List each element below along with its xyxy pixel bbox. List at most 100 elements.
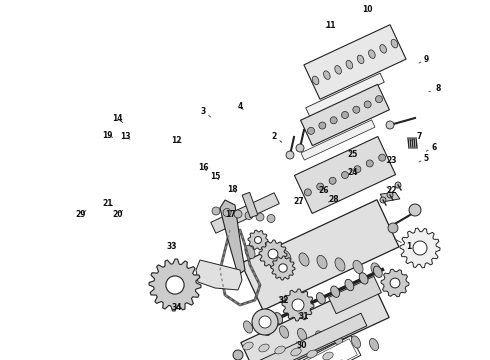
Circle shape	[252, 309, 278, 335]
Text: 21: 21	[102, 199, 113, 208]
Text: 5: 5	[419, 154, 429, 163]
Text: 1: 1	[394, 239, 412, 251]
Circle shape	[379, 154, 386, 161]
Polygon shape	[294, 136, 395, 213]
Ellipse shape	[317, 255, 327, 269]
Ellipse shape	[259, 344, 269, 352]
Text: 18: 18	[227, 184, 238, 194]
Polygon shape	[306, 73, 384, 117]
Ellipse shape	[244, 321, 252, 333]
Ellipse shape	[281, 250, 291, 264]
Circle shape	[390, 278, 400, 288]
Circle shape	[308, 127, 315, 134]
Ellipse shape	[299, 253, 309, 266]
Circle shape	[364, 101, 371, 108]
Text: 17: 17	[225, 210, 236, 219]
Polygon shape	[328, 276, 381, 314]
Text: 29: 29	[75, 210, 86, 219]
Circle shape	[304, 189, 311, 196]
Ellipse shape	[323, 352, 333, 360]
Polygon shape	[300, 84, 390, 146]
Circle shape	[296, 144, 304, 152]
Polygon shape	[380, 193, 400, 202]
Circle shape	[166, 276, 184, 294]
Circle shape	[245, 211, 253, 220]
Text: 9: 9	[419, 55, 429, 64]
Circle shape	[279, 264, 287, 272]
Polygon shape	[241, 200, 399, 310]
Ellipse shape	[357, 55, 364, 64]
Polygon shape	[301, 120, 375, 160]
Ellipse shape	[335, 66, 342, 74]
Circle shape	[256, 213, 264, 221]
Polygon shape	[211, 193, 279, 233]
Circle shape	[395, 182, 401, 188]
Text: 33: 33	[166, 242, 177, 251]
Circle shape	[330, 117, 337, 124]
Ellipse shape	[334, 333, 343, 346]
Circle shape	[375, 96, 383, 103]
Text: 27: 27	[294, 197, 304, 206]
Ellipse shape	[323, 71, 330, 80]
Circle shape	[254, 237, 262, 243]
Ellipse shape	[369, 338, 379, 351]
Polygon shape	[400, 228, 440, 268]
Text: 14: 14	[112, 114, 123, 123]
Circle shape	[293, 300, 304, 311]
Text: 15: 15	[210, 172, 221, 181]
Text: 28: 28	[328, 195, 339, 204]
Text: 25: 25	[347, 150, 358, 159]
Text: 34: 34	[171, 303, 182, 312]
Text: 4: 4	[238, 102, 243, 111]
Ellipse shape	[263, 248, 273, 261]
Text: 16: 16	[198, 163, 209, 172]
Circle shape	[292, 299, 304, 311]
Ellipse shape	[288, 306, 297, 317]
Ellipse shape	[317, 293, 325, 304]
Ellipse shape	[346, 60, 353, 69]
Polygon shape	[235, 336, 361, 360]
Ellipse shape	[331, 286, 340, 297]
Ellipse shape	[335, 258, 345, 271]
Polygon shape	[381, 269, 409, 297]
Circle shape	[319, 122, 326, 129]
Text: 26: 26	[318, 186, 329, 195]
Text: 10: 10	[362, 4, 373, 13]
Ellipse shape	[351, 336, 361, 348]
Ellipse shape	[373, 266, 382, 278]
Text: 30: 30	[296, 341, 307, 350]
Circle shape	[317, 183, 324, 190]
Text: 11: 11	[325, 21, 336, 30]
Ellipse shape	[353, 260, 363, 274]
Text: 7: 7	[412, 132, 421, 141]
Polygon shape	[216, 354, 365, 360]
Ellipse shape	[297, 328, 307, 341]
Text: 32: 32	[279, 296, 290, 305]
Polygon shape	[216, 354, 365, 360]
Text: 6: 6	[426, 143, 436, 152]
Text: 24: 24	[347, 168, 358, 177]
Ellipse shape	[275, 346, 285, 354]
Text: 23: 23	[387, 156, 397, 165]
Circle shape	[234, 210, 242, 218]
Ellipse shape	[274, 312, 283, 324]
Ellipse shape	[380, 45, 387, 53]
Circle shape	[212, 207, 220, 215]
Ellipse shape	[245, 246, 255, 258]
Polygon shape	[304, 25, 406, 99]
Circle shape	[386, 121, 394, 129]
Ellipse shape	[391, 39, 398, 48]
Polygon shape	[259, 240, 287, 268]
Ellipse shape	[243, 342, 253, 350]
Polygon shape	[196, 260, 242, 290]
Circle shape	[329, 177, 336, 184]
Polygon shape	[239, 339, 357, 360]
Polygon shape	[243, 313, 367, 360]
Circle shape	[233, 350, 243, 360]
Circle shape	[354, 166, 361, 173]
Text: 12: 12	[171, 136, 182, 145]
Circle shape	[380, 197, 386, 203]
Ellipse shape	[262, 323, 270, 336]
Circle shape	[223, 208, 231, 216]
Polygon shape	[248, 230, 268, 250]
